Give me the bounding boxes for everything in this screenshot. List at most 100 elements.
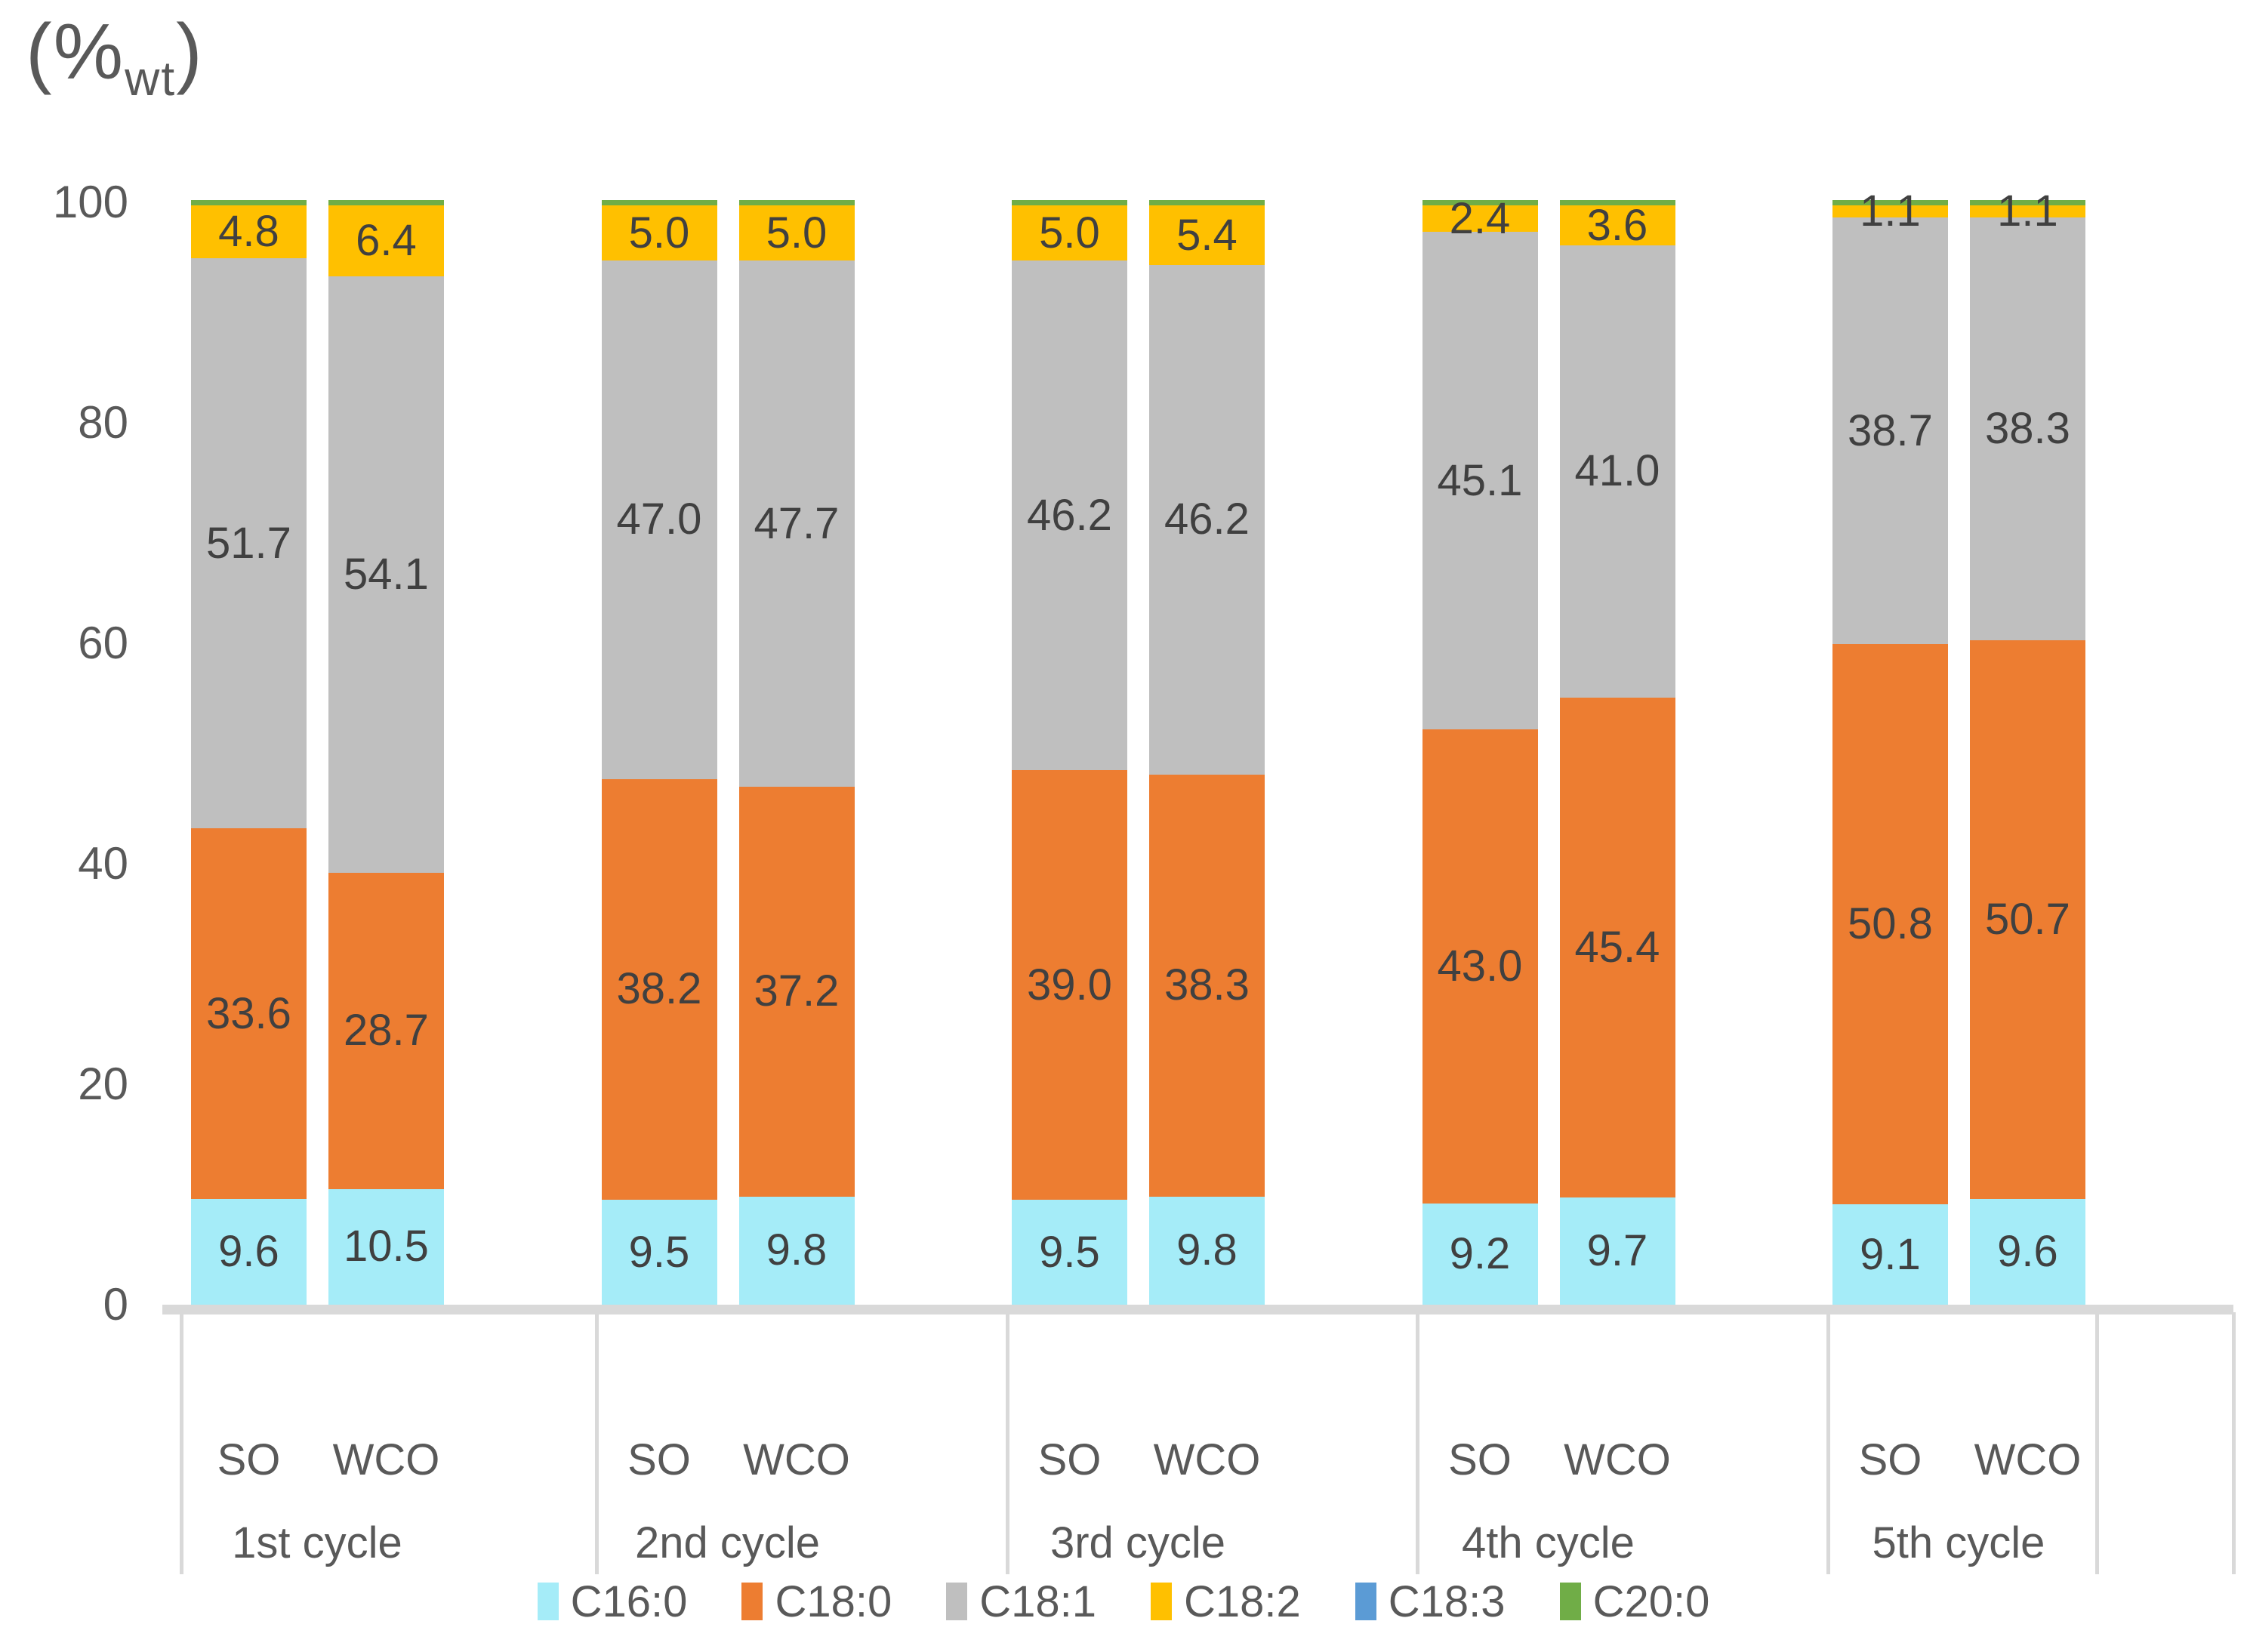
bar-segment-C16:0: [1422, 1203, 1538, 1305]
y-tick-label: 40: [78, 838, 128, 889]
y-tick-label: 100: [52, 177, 128, 227]
bar-segment-C18:0: [191, 828, 307, 1199]
table-divider: [1826, 1312, 1830, 1574]
bar-segment-C16:0: [328, 1188, 444, 1305]
legend-swatch-C20:0: [1559, 1583, 1581, 1620]
bar-segment-C16:0: [1970, 1198, 2085, 1305]
legend-label: C18:0: [775, 1576, 892, 1626]
bar-segment-C18:2: [1970, 205, 2085, 218]
table-divider: [180, 1312, 183, 1574]
legend-item-C16:0: C16:0: [537, 1576, 688, 1627]
bar-value-label: 54.1: [344, 549, 429, 599]
bar-value-label: 9.8: [1176, 1225, 1238, 1275]
bar-segment-C18:1: [1970, 217, 2085, 640]
bar-segment-C20:0: [1012, 200, 1127, 206]
bar-value-label: 5.0: [766, 208, 828, 257]
bar-segment-C18:1: [191, 258, 307, 829]
bar-value-label: 33.6: [206, 988, 291, 1038]
bar-segment-C18:1: [1832, 217, 1948, 645]
axis-title-subscript: wt: [125, 51, 177, 106]
bar-segment-C18:2: [191, 205, 307, 259]
legend-swatch-C18:1: [946, 1583, 968, 1620]
bar-segment-C20:0: [328, 200, 444, 206]
bar-segment-C18:2: [328, 205, 444, 276]
bar-segment-C16:0: [191, 1198, 307, 1305]
bar-value-label: 41.0: [1574, 446, 1660, 496]
legend-item-C18:1: C18:1: [946, 1576, 1096, 1627]
bar-segment-C18:2: [1832, 205, 1948, 218]
bar-value-label: 9.5: [1039, 1227, 1100, 1277]
bar-segment-C20:0: [1149, 200, 1265, 206]
y-tick-label: 60: [78, 618, 128, 668]
cycle-label: 3rd cycle: [1050, 1518, 1226, 1567]
bar-value-label: 43.0: [1437, 941, 1523, 991]
bar-segment-C18:1: [1422, 232, 1538, 729]
bar-value-label: 47.0: [616, 495, 702, 544]
bar-value-label: 5.0: [1039, 208, 1100, 257]
sub-category-label: SO: [1858, 1435, 1922, 1484]
bar-value-label: 38.3: [1164, 960, 1250, 1010]
bar-value-label: 5.0: [628, 208, 690, 257]
bar-value-label: 47.7: [754, 498, 840, 548]
bar-segment-C18:1: [738, 260, 855, 787]
legend-item-C18:3: C18:3: [1355, 1576, 1506, 1627]
axis-title-suffix: ): [176, 8, 204, 96]
sub-category-label: SO: [217, 1435, 281, 1484]
y-tick-label: 80: [78, 397, 128, 448]
legend-label: C18:1: [979, 1576, 1096, 1626]
bar-segment-C16:0: [601, 1200, 717, 1305]
bar-value-label: 6.4: [356, 216, 417, 266]
legend-swatch-C18:3: [1355, 1583, 1376, 1620]
bar-segment-C18:2: [1012, 205, 1127, 261]
bar-segment-C18:0: [738, 786, 855, 1197]
cycle-label: 4th cycle: [1462, 1518, 1635, 1567]
bar-segment-C16:0: [1012, 1200, 1127, 1305]
legend-item-C18:0: C18:0: [741, 1576, 892, 1627]
bar-segment-C20:0: [1559, 200, 1675, 206]
bar-value-label: 5.4: [1176, 210, 1238, 260]
bar-value-label: 9.6: [1997, 1226, 2058, 1276]
bar-value-label: 50.8: [1848, 899, 1933, 949]
bar-segment-C18:0: [1832, 644, 1948, 1205]
y-tick-label: 0: [103, 1279, 128, 1330]
bar-segment-C18:1: [328, 276, 444, 873]
sub-category-label: WCO: [743, 1435, 850, 1484]
legend-item-C18:2: C18:2: [1151, 1576, 1301, 1627]
bar-value-label: 50.7: [1985, 894, 2070, 944]
bar-segment-C18:0: [328, 872, 444, 1189]
bar-segment-C20:0: [1832, 200, 1948, 206]
bar-segment-C20:0: [191, 200, 307, 206]
table-divider: [2095, 1312, 2099, 1574]
bar-segment-C16:0: [1832, 1204, 1948, 1305]
bar-value-label: 38.7: [1848, 405, 1933, 455]
bar-segment-C18:0: [601, 778, 717, 1200]
bar-value-label: 28.7: [344, 1006, 429, 1056]
cycle-label: 5th cycle: [1872, 1518, 2045, 1567]
table-divider: [2232, 1312, 2236, 1574]
bar-segment-C18:2: [1422, 205, 1538, 233]
bar-segment-C18:2: [1559, 205, 1675, 245]
legend-label: C16:0: [570, 1576, 688, 1626]
legend-swatch-C18:0: [741, 1583, 763, 1620]
bar-value-label: 39.0: [1027, 960, 1112, 1009]
bar-segment-C20:0: [1422, 200, 1538, 206]
bar-segment-C18:0: [1149, 774, 1265, 1197]
legend: C16:0 C18:0 C18:1 C18:2 C18:3 C20:0: [0, 1575, 2247, 1628]
bar-segment-C18:0: [1559, 697, 1675, 1198]
sub-category-label: WCO: [1153, 1435, 1261, 1484]
bar-value-label: 38.2: [616, 964, 702, 1014]
bar-segment-C18:0: [1012, 769, 1127, 1200]
bar-segment-C16:0: [1559, 1197, 1675, 1305]
bar-segment-C18:2: [601, 205, 717, 261]
sub-category-label: SO: [1037, 1435, 1102, 1484]
bar-value-label: 45.4: [1574, 922, 1660, 972]
axis-title-prefix: (%: [26, 8, 125, 96]
bar-value-label: 9.2: [1449, 1228, 1511, 1278]
legend-swatch-C16:0: [537, 1583, 559, 1620]
sub-category-label: WCO: [1974, 1435, 2082, 1484]
bar-value-label: 46.2: [1164, 495, 1250, 544]
sub-category-label: WCO: [1564, 1435, 1671, 1484]
bar-segment-C18:0: [1422, 729, 1538, 1204]
cycle-label: 2nd cycle: [634, 1518, 821, 1567]
